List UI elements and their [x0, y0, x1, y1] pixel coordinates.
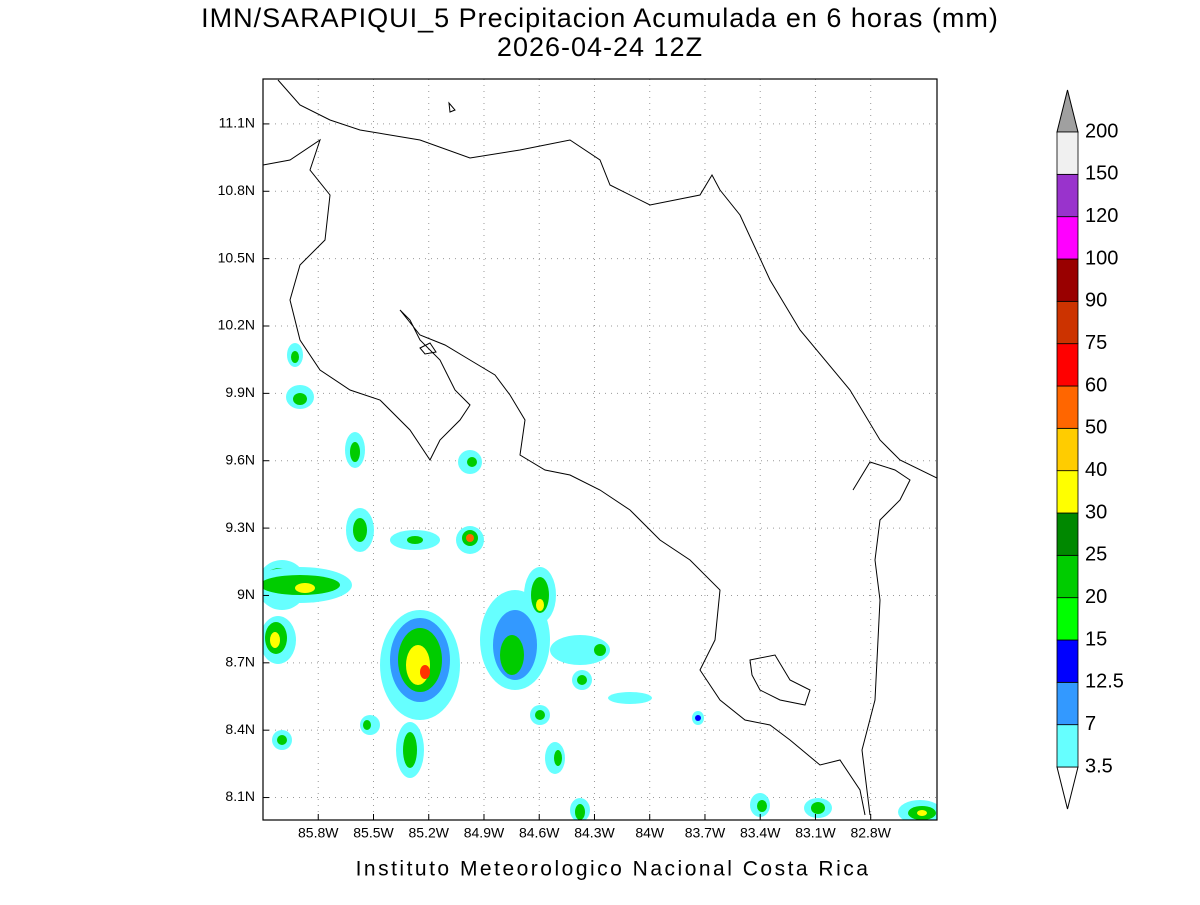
lon-tick-label: 85.5W — [353, 825, 394, 841]
colorbar-segment — [1056, 597, 1079, 641]
colorbar-segment — [1056, 300, 1079, 345]
colorbar-label: 120 — [1085, 205, 1118, 227]
lon-tick-label: 84.9W — [464, 825, 505, 841]
lon-tick-label: 84W — [635, 825, 665, 841]
title: IMN/SARAPIQUI_5 Precipitacion Acumulada … — [201, 3, 999, 33]
colorbar-label: 30 — [1085, 501, 1107, 523]
colorbar-segment — [1056, 343, 1079, 387]
colorbar-segment — [1056, 554, 1079, 599]
footer: Instituto Meteorologico Nacional Costa R… — [356, 858, 871, 881]
rain-area — [263, 343, 937, 820]
lat-tick-label: 10.5N — [218, 249, 255, 265]
colorbar-segment — [1056, 470, 1079, 514]
colorbar-label: 60 — [1085, 374, 1107, 396]
colorbar-label: 150 — [1085, 163, 1118, 185]
colorbar-label: 20 — [1085, 586, 1107, 608]
subtitle: 2026-04-24 12Z — [497, 32, 703, 62]
colorbar-segment — [1056, 512, 1079, 556]
lat-tick-label: 9.9N — [225, 384, 255, 400]
precipitation-field — [263, 79, 937, 820]
lon-tick-label: 85.2W — [409, 825, 450, 841]
colorbar-upper-triangle — [1056, 89, 1079, 133]
colorbar-label: 90 — [1085, 290, 1107, 312]
colorbar-label: 7 — [1085, 713, 1096, 735]
lat-tick-label: 11.1N — [219, 115, 255, 131]
colorbar: 3.5 7 12.5 15 20 25 30 40 50 60 75 90 100 120 150 200 — [1056, 89, 1124, 810]
lon-tick-label: 84.6W — [519, 825, 560, 841]
lat-tick-label: 8.1N — [225, 788, 255, 804]
coastline — [263, 79, 937, 816]
colorbar-segment — [1056, 681, 1079, 726]
colorbar-label: 100 — [1085, 247, 1118, 269]
lon-tick-label: 85.8W — [298, 825, 339, 841]
colorbar-lower-triangle — [1056, 766, 1079, 810]
lat-tick-label: 9N — [237, 586, 255, 602]
colorbar-label: 25 — [1085, 544, 1107, 566]
colorbar-segment — [1056, 258, 1079, 302]
lat-tick-label: 9.6N — [225, 451, 255, 467]
colorbar-segment — [1056, 427, 1079, 472]
colorbar-label: 200 — [1085, 120, 1118, 142]
lat-tick-label: 8.7N — [225, 654, 255, 670]
lat-tick-label: 10.8N — [218, 182, 255, 198]
lon-tick-label: 83.7W — [685, 825, 726, 841]
map-frame — [262, 78, 938, 821]
colorbar-label: 40 — [1085, 459, 1107, 481]
colorbar-segment — [1056, 173, 1079, 218]
lat-tick-label: 9.3N — [225, 519, 255, 535]
grid — [263, 79, 937, 820]
lat-tick-label: 10.2N — [218, 317, 255, 333]
colorbar-label: 3.5 — [1085, 755, 1113, 777]
colorbar-segment — [1056, 131, 1079, 175]
axis-ticks: 11.1N 10.8N 10.5N 10.2N 9.9N 9.6N 9.3N 9N 8.7N 8.… — [218, 115, 892, 841]
colorbar-label: 15 — [1085, 628, 1107, 650]
lat-tick-label: 8.4N — [225, 721, 255, 737]
colorbar-label: 12.5 — [1085, 671, 1124, 693]
colorbar-label: 50 — [1085, 417, 1107, 439]
colorbar-segment — [1056, 724, 1079, 768]
lon-tick-label: 82.8W — [850, 825, 891, 841]
colorbar-segment — [1056, 385, 1079, 429]
colorbar-segment — [1056, 639, 1079, 683]
lon-tick-label: 84.3W — [574, 825, 615, 841]
colorbar-label: 75 — [1085, 332, 1107, 354]
colorbar-segment — [1056, 216, 1079, 260]
lon-tick-label: 83.1W — [795, 825, 836, 841]
lon-tick-label: 83.4W — [740, 825, 781, 841]
